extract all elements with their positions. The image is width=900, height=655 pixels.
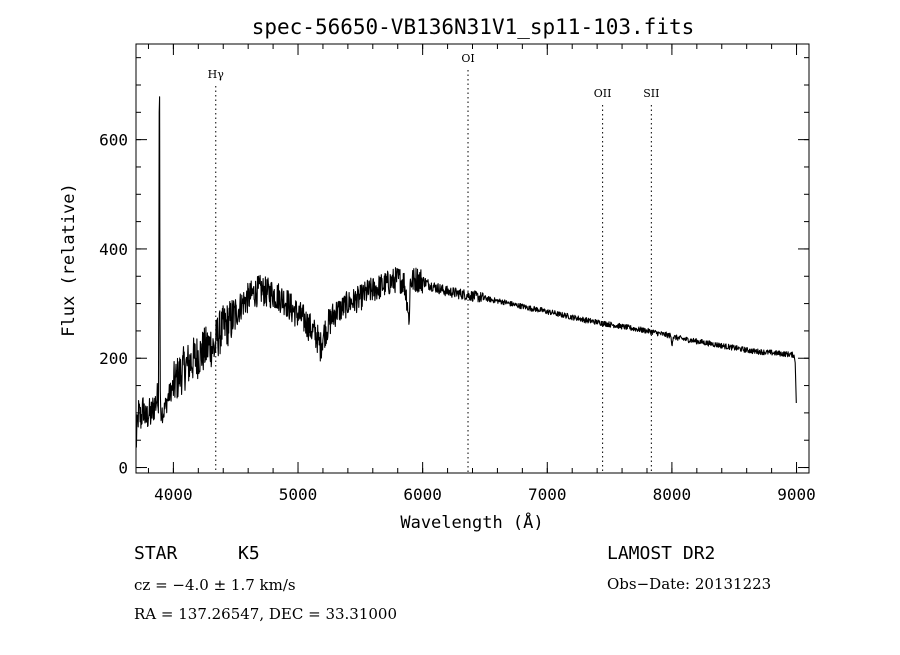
x-tick-label: 8000: [653, 485, 692, 504]
object-subclass: K5: [238, 543, 260, 564]
x-axis-label: Wavelength (Å): [400, 511, 543, 533]
y-axis-label: Flux (relative): [59, 183, 79, 337]
x-tick-label: 5000: [279, 485, 318, 504]
x-tick-label: 7000: [528, 485, 567, 504]
chart-title: spec-56650-VB136N31V1_sp11-103.fits: [252, 15, 695, 39]
spectrum-line: [135, 96, 797, 448]
y-tick-label: 600: [99, 131, 128, 150]
obs-date: Obs−Date: 20131223: [607, 575, 771, 593]
line-marker-label: OII: [594, 87, 612, 100]
line-markers: Hγ OI OII SII: [208, 52, 659, 473]
redshift-text: cz = −4.0 ± 1.7 km/s: [134, 576, 296, 594]
axis-ticks: [136, 44, 809, 473]
y-tick-label: 200: [99, 349, 128, 368]
object-class: STAR: [134, 543, 178, 564]
line-marker-label: SII: [643, 87, 659, 100]
x-tick-label: 4000: [154, 485, 193, 504]
y-tick-label: 400: [99, 240, 128, 259]
line-marker-label: OI: [461, 52, 474, 65]
x-tick-labels: 4000 5000 6000 7000 8000 9000: [154, 485, 816, 504]
coordinates-text: RA = 137.26547, DEC = 33.31000: [134, 605, 397, 623]
x-tick-label: 9000: [777, 485, 816, 504]
x-tick-label: 6000: [403, 485, 442, 504]
plot-frame: [135, 43, 810, 474]
y-tick-labels: 0 200 400 600: [99, 131, 128, 478]
y-tick-label: 0: [118, 459, 128, 478]
survey-name: LAMOST DR2: [607, 543, 715, 564]
line-marker-label: Hγ: [208, 68, 225, 81]
